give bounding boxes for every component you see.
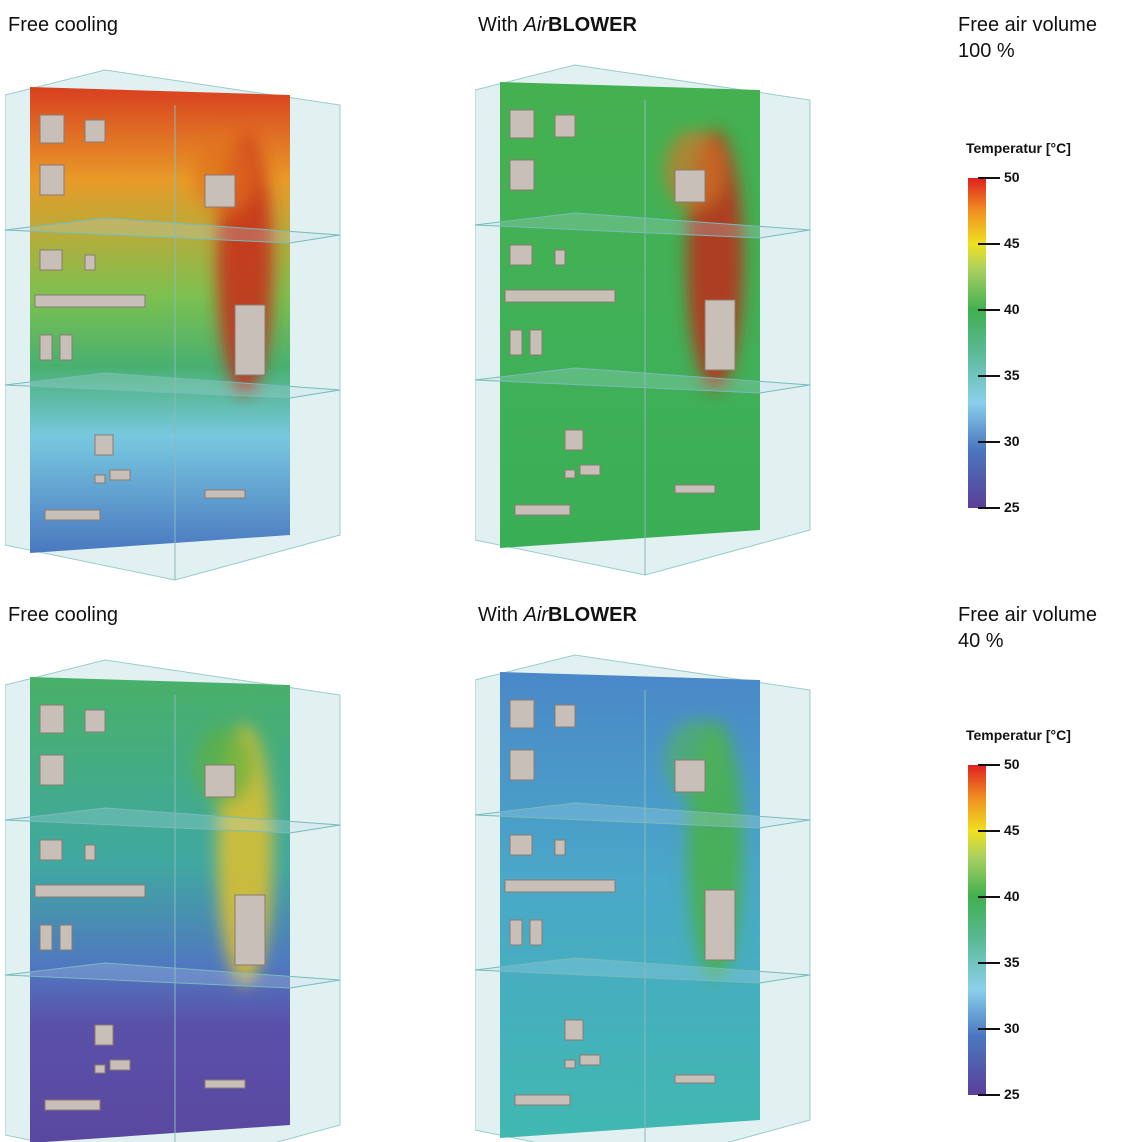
label-bold: BLOWER	[548, 14, 637, 36]
tick-mark	[978, 962, 1000, 964]
label-italic: Air	[523, 14, 549, 36]
tick-mark	[978, 830, 1000, 832]
tick-mark	[978, 1094, 1000, 1096]
volume-value: 100 %	[958, 40, 1015, 62]
left-label: Free cooling	[8, 14, 119, 36]
legend-tick-label: 35	[1004, 367, 1020, 383]
legend-tick-label: 30	[1004, 433, 1020, 449]
volume-label: Free air volume	[958, 14, 1097, 36]
label-prefix: With	[478, 14, 524, 36]
legend-tick-label: 25	[1004, 499, 1020, 515]
middle-label: With AirBLOWER	[478, 12, 637, 38]
label-prefix: With	[478, 604, 524, 626]
color-bar	[968, 178, 986, 508]
volume-label: Free air volume	[958, 604, 1097, 626]
thermal-simulation	[475, 64, 811, 576]
legend-tick-label: 45	[1004, 822, 1020, 838]
thermal-simulation	[5, 69, 341, 581]
legend-title: Temperatur [°C]	[966, 140, 1071, 156]
legend-tick-label: 40	[1004, 888, 1020, 904]
label-bold: BLOWER	[548, 604, 637, 626]
legend-tick-label: 25	[1004, 1086, 1020, 1102]
label-italic: Air	[523, 604, 549, 626]
tick-mark	[978, 375, 1000, 377]
volume-value: 40 %	[958, 630, 1004, 652]
tick-mark	[978, 243, 1000, 245]
legend-tick-label: 45	[1004, 235, 1020, 251]
tick-mark	[978, 177, 1000, 179]
legend-tick-label: 40	[1004, 301, 1020, 317]
tick-mark	[978, 507, 1000, 509]
legend-tick-label: 50	[1004, 169, 1020, 185]
legend-tick-label: 30	[1004, 1020, 1020, 1036]
tick-mark	[978, 441, 1000, 443]
tick-mark	[978, 1028, 1000, 1030]
color-bar	[968, 765, 986, 1095]
left-label: Free cooling	[8, 604, 119, 626]
thermal-simulation	[475, 654, 811, 1142]
tick-mark	[978, 309, 1000, 311]
thermal-simulation	[5, 659, 341, 1142]
legend-tick-label: 50	[1004, 756, 1020, 772]
legend-tick-label: 35	[1004, 954, 1020, 970]
tick-mark	[978, 764, 1000, 766]
legend-title: Temperatur [°C]	[966, 727, 1071, 743]
middle-label: With AirBLOWER	[478, 602, 637, 628]
tick-mark	[978, 896, 1000, 898]
